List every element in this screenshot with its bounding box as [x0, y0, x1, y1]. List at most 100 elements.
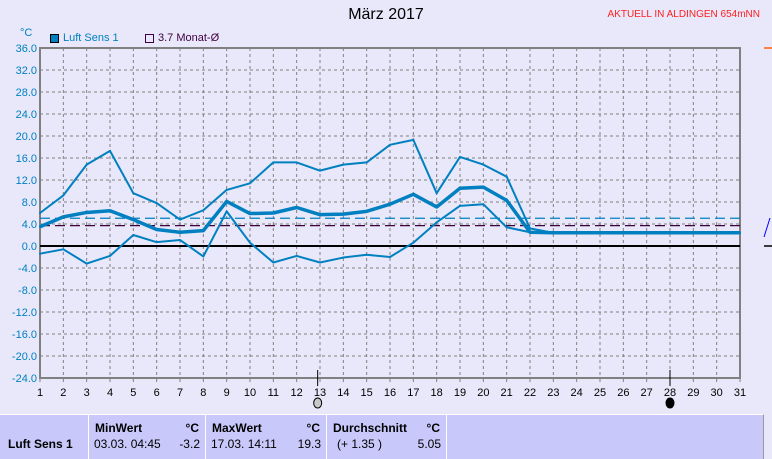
y-tick-label: 12.0 [16, 175, 37, 187]
data-point-max [459, 155, 461, 158]
x-tick-label: 19 [454, 387, 466, 399]
data-point-max [225, 188, 228, 191]
x-tick-label: 4 [107, 387, 113, 399]
y-tick-label: 0.0 [22, 241, 37, 253]
x-tick-label: 26 [617, 387, 629, 399]
y-tick-label: 8.0 [22, 197, 37, 209]
x-tick-label: 24 [571, 387, 583, 399]
data-point-max [295, 161, 298, 164]
legend-swatch [50, 33, 59, 43]
data-point-min [599, 231, 601, 234]
data-point-avg [365, 210, 368, 213]
data-point-min [365, 253, 368, 256]
stats-panel: Luft Sens 1 MinWert °C 03.03. 04:45 -3.2… [0, 414, 764, 459]
data-point-avg [39, 225, 41, 228]
data-point-max [365, 161, 368, 164]
data-point-min [39, 252, 41, 255]
data-point-min [412, 241, 415, 244]
avg-label: Durchschnitt [333, 421, 408, 435]
legend-item-luft-sens[interactable]: Luft Sens 1 [50, 32, 119, 44]
x-tick-label: 27 [641, 387, 653, 399]
x-tick-label: 23 [547, 387, 559, 399]
sensor-name: Luft Sens 1 [8, 437, 73, 451]
open-circle-marker [313, 397, 323, 409]
y-tick-label: -12.0 [12, 307, 37, 319]
y-tick-label: 36.0 [16, 43, 37, 55]
x-tick-label: 30 [711, 387, 723, 399]
x-tick-label: 28 [664, 387, 676, 399]
data-point-avg [342, 213, 345, 216]
x-tick-label: 20 [477, 387, 489, 399]
data-point-min [669, 231, 671, 234]
y-tick-label: -20.0 [12, 351, 37, 363]
legend-label: Luft Sens 1 [63, 32, 119, 44]
data-point-min [622, 231, 625, 234]
legend-item-monat[interactable]: 3.7 Monat-Ø [145, 32, 219, 44]
y-tick-label: 24.0 [16, 109, 37, 121]
data-point-min [739, 231, 741, 234]
data-point-max [85, 163, 88, 166]
data-point-min [132, 234, 135, 236]
data-point-avg [109, 209, 111, 212]
x-tick-label: 2 [60, 387, 66, 399]
edge-fragment [763, 217, 771, 238]
x-tick-label: 11 [268, 387, 279, 399]
y-tick-label: -8.0 [18, 285, 37, 297]
data-point-min [389, 256, 391, 258]
data-point-max [132, 192, 135, 195]
data-point-min [272, 261, 275, 264]
y-axis-unit: °C [20, 27, 33, 39]
data-point-avg [179, 231, 181, 234]
stats-avg-cell: Durchschnitt °C (+ 1.35 ) 5.05 [327, 415, 447, 459]
legend-swatch [145, 33, 154, 43]
data-point-min [552, 231, 555, 234]
data-point-max [342, 163, 345, 166]
min-datetime: 03.03. 04:45 [94, 437, 161, 451]
y-tick-label: -24.0 [12, 373, 37, 385]
data-point-min [435, 221, 438, 224]
chart-title: März 2017 [348, 6, 424, 23]
data-point-max [505, 175, 508, 178]
data-point-max [435, 192, 438, 195]
x-tick-label: 31 [734, 387, 746, 399]
y-tick-label: 32.0 [16, 65, 37, 77]
x-tick-label: 8 [200, 387, 206, 399]
data-point-max [389, 143, 391, 146]
data-point-max [249, 182, 251, 185]
y-tick-label: 16.0 [16, 153, 37, 165]
avg-delta: (+ 1.35 ) [337, 437, 383, 451]
data-point-avg [389, 203, 391, 206]
max-datetime: 17.03. 14:11 [211, 437, 277, 451]
x-tick-label: 7 [177, 387, 183, 399]
data-point-avg [155, 228, 158, 231]
data-point-avg [505, 199, 508, 202]
data-point-avg [435, 205, 438, 208]
x-tick-label: 14 [337, 387, 349, 399]
data-point-min [155, 241, 158, 244]
y-tick-label: -4.0 [18, 263, 37, 275]
y-tick-label: 20.0 [16, 131, 37, 143]
data-point-max [272, 161, 275, 164]
x-tick-label: 6 [154, 387, 160, 399]
y-tick-label: -16.0 [12, 329, 37, 341]
data-point-avg [482, 186, 485, 189]
x-tick-label: 25 [594, 387, 606, 399]
data-point-max [319, 169, 321, 172]
data-point-max [39, 212, 41, 214]
data-point-max [179, 218, 181, 221]
x-tick-label: 22 [524, 387, 536, 399]
data-point-min [342, 256, 345, 259]
x-tick-label: 21 [501, 387, 513, 399]
stats-min-cell: MinWert °C 03.03. 04:45 -3.2 [89, 415, 206, 459]
data-point-avg [202, 229, 205, 232]
data-point-min [529, 231, 531, 234]
stats-sensor-cell: Luft Sens 1 [0, 415, 89, 459]
x-tick-label: 16 [384, 387, 396, 399]
data-point-min [715, 231, 718, 234]
data-point-min [692, 231, 695, 234]
max-value: 19.3 [297, 437, 321, 451]
x-tick-label: 12 [291, 387, 303, 399]
data-point-max [202, 209, 205, 212]
data-point-avg [319, 213, 321, 216]
y-tick-label: 28.0 [16, 87, 37, 99]
